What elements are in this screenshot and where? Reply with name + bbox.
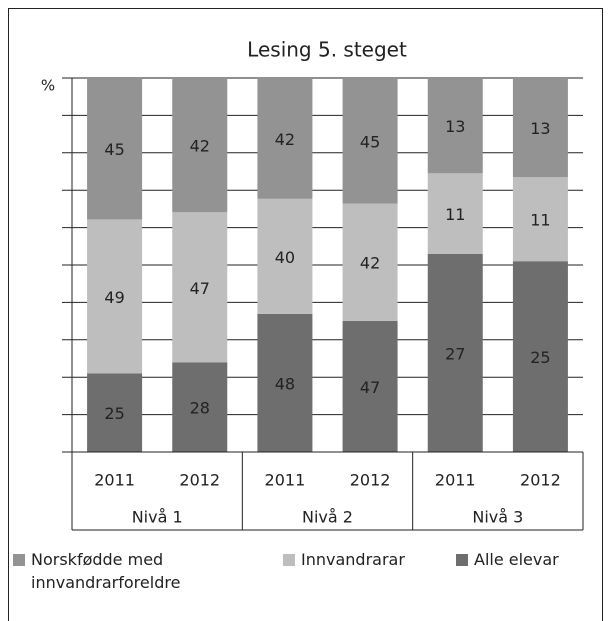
bar-segment	[87, 219, 143, 374]
data-label: 45	[360, 132, 380, 151]
data-label: 42	[360, 254, 380, 273]
data-label: 40	[275, 248, 295, 267]
x-tick-label: 2011	[435, 471, 476, 490]
bar-segment	[427, 78, 483, 174]
bar-segment	[512, 177, 568, 262]
data-label: 13	[445, 117, 465, 136]
group-label: Nivå 1	[132, 508, 183, 527]
legend-label: Norskfødde med innvandrarforeldre	[31, 550, 181, 592]
bar-segment	[87, 78, 143, 220]
bar-segment	[342, 320, 398, 452]
data-label: 27	[445, 345, 465, 364]
bar-segment	[427, 173, 483, 254]
group-label: Nivå 2	[302, 508, 353, 527]
legend-swatch	[456, 554, 468, 566]
bar-segment	[342, 203, 398, 321]
data-label: 11	[445, 205, 465, 224]
bar-segment	[172, 362, 228, 452]
data-label: 25	[104, 404, 124, 423]
data-label: 25	[530, 348, 550, 367]
bar-segment	[172, 78, 228, 213]
data-label: 47	[360, 378, 380, 397]
legend-label: Innvandrarar	[301, 550, 405, 569]
bar-segment	[512, 261, 568, 452]
x-tick-label: 2012	[350, 471, 391, 490]
legend-label: Alle elevar	[474, 550, 559, 569]
bar-segment	[87, 373, 143, 452]
data-label: 13	[530, 119, 550, 138]
bar-segment	[257, 198, 313, 314]
x-tick-label: 2012	[179, 471, 220, 490]
y-axis-label: %	[41, 77, 55, 95]
x-tick-label: 2012	[520, 471, 561, 490]
legend-swatch	[283, 554, 295, 566]
bar-segment	[257, 78, 313, 199]
data-label: 45	[104, 140, 124, 159]
data-label: 28	[190, 399, 210, 418]
data-label: 11	[530, 211, 550, 230]
bar-segment	[172, 212, 228, 363]
bar-segment	[512, 78, 568, 178]
data-label: 42	[190, 137, 210, 156]
data-label: 49	[104, 288, 124, 307]
legend-swatch	[13, 554, 25, 566]
chart-title: Lesing 5. steget	[247, 38, 407, 62]
bar-segment	[257, 313, 313, 452]
frame	[8, 8, 603, 621]
data-label: 47	[190, 279, 210, 298]
x-tick-label: 2011	[265, 471, 306, 490]
x-tick-label: 2011	[94, 471, 135, 490]
data-label: 48	[275, 374, 295, 393]
group-label: Nivå 3	[472, 508, 523, 527]
data-label: 42	[275, 130, 295, 149]
bar-segment	[427, 254, 483, 452]
bar-segment	[342, 78, 398, 204]
